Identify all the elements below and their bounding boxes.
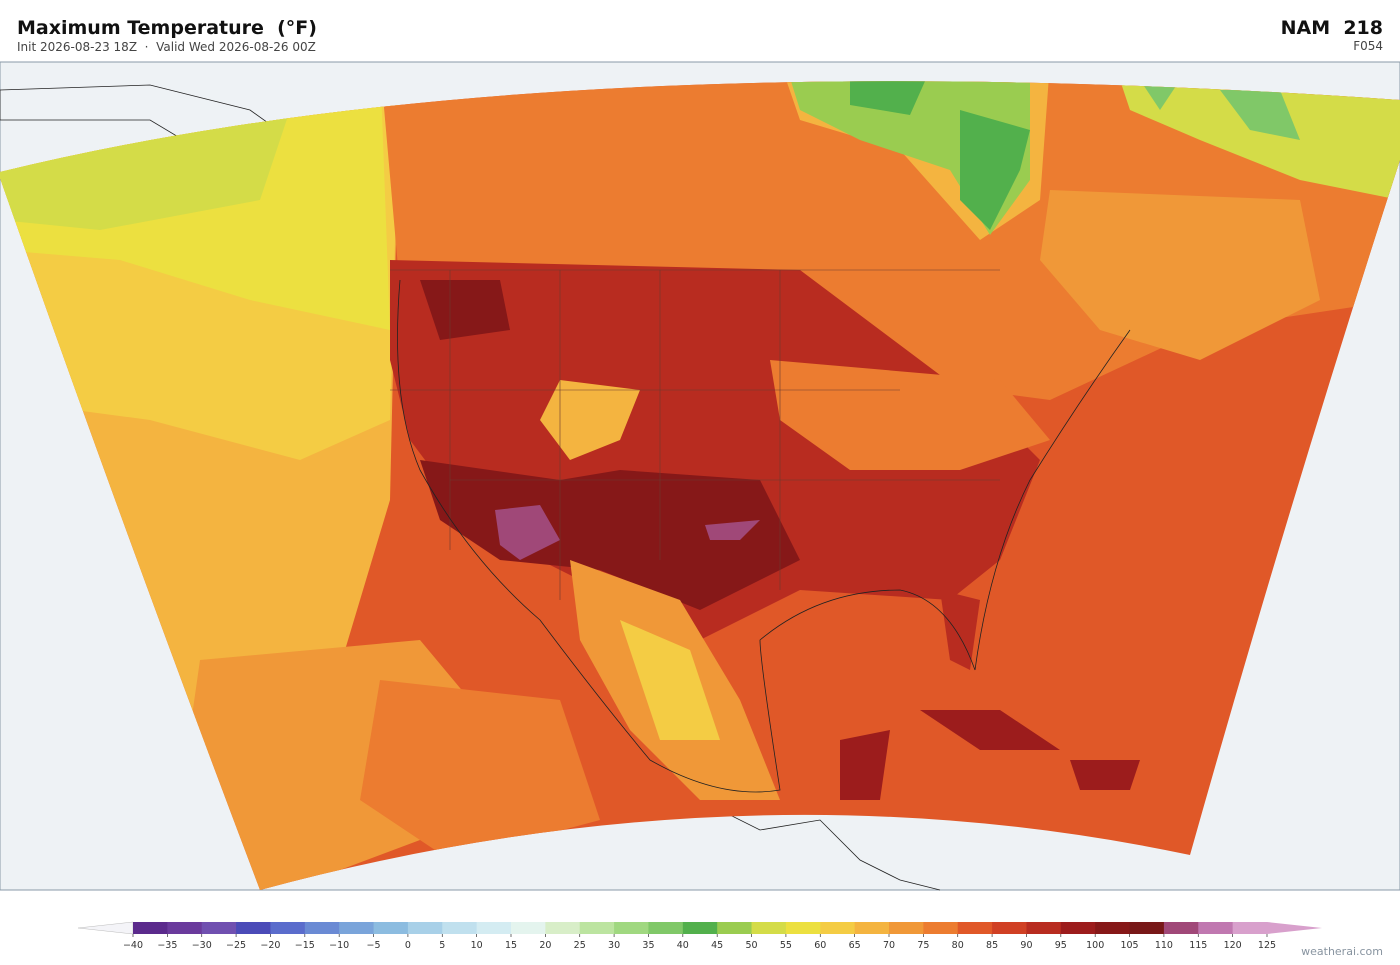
colorbar-segment bbox=[820, 922, 856, 934]
colorbar-tick-label: −20 bbox=[260, 940, 280, 951]
colorbar-tick-label: 25 bbox=[574, 940, 586, 951]
colorbar-tick-label: 105 bbox=[1120, 940, 1138, 951]
colorbar-tick-label: 35 bbox=[642, 940, 654, 951]
colorbar-segment bbox=[614, 922, 649, 934]
colorbar-segment bbox=[1060, 922, 1096, 934]
colorbar-tick-label: 40 bbox=[677, 940, 689, 951]
colorbar-segment bbox=[1232, 922, 1268, 934]
state-borders bbox=[390, 269, 1000, 600]
forecast-hour: F054 bbox=[1353, 39, 1383, 53]
colorbar-segment bbox=[407, 922, 443, 934]
colorbar-tick-label: 60 bbox=[814, 940, 826, 951]
colorbar-tick-label: 50 bbox=[745, 940, 757, 951]
colorbar-tick-label: 110 bbox=[1155, 940, 1173, 951]
colorbar-segment bbox=[236, 922, 271, 934]
colorbar-segment bbox=[1198, 922, 1234, 934]
colorbar-tick-label: 20 bbox=[539, 940, 551, 951]
colorbar-segment bbox=[648, 922, 684, 934]
colorbar-segment bbox=[751, 922, 787, 934]
colorbar-tick-label: −30 bbox=[192, 940, 212, 951]
colorbar-segment bbox=[682, 922, 718, 934]
colorbar-segment bbox=[785, 922, 821, 934]
colorbar-tick-label: 75 bbox=[917, 940, 929, 951]
subtitle: Init 2026-08-23 18Z · Valid Wed 2026-08-… bbox=[17, 40, 316, 54]
colorbar-tick-label: 15 bbox=[505, 940, 517, 951]
colorbar-segment bbox=[133, 922, 168, 934]
colorbar-segment bbox=[854, 922, 890, 934]
colorbar-segment bbox=[1163, 922, 1199, 934]
colorbar-tick-label: 70 bbox=[883, 940, 895, 951]
colorbar-segment bbox=[373, 922, 409, 934]
colorbar-segment bbox=[889, 922, 924, 934]
colorbar-tick-label: −25 bbox=[226, 940, 246, 951]
colorbar-tick-label: −5 bbox=[367, 940, 381, 951]
model-name: NAM 218 bbox=[1281, 17, 1383, 39]
colorbar-segment bbox=[923, 922, 959, 934]
colorbar-tick-label: 0 bbox=[405, 940, 411, 951]
colorbar-segment bbox=[201, 922, 237, 934]
colorbar-segment bbox=[992, 922, 1027, 934]
colorbar-tick-label: 85 bbox=[986, 940, 998, 951]
colorbar-segment bbox=[167, 922, 203, 934]
colorbar-tick-label: −10 bbox=[329, 940, 349, 951]
colorbar: −40 −35 −30 −25 −20 −15 −10 −5 0 5 10 15 20 25 30 35 40 4… bbox=[77, 921, 1322, 951]
coastline bbox=[699, 799, 941, 891]
colorbar-segment bbox=[579, 922, 615, 934]
colorbar-segment bbox=[511, 922, 546, 934]
colorbar-tick-label: 100 bbox=[1086, 940, 1104, 951]
colorbar-segment bbox=[545, 922, 581, 934]
credit: weatherai.com bbox=[1301, 945, 1383, 958]
title: Maximum Temperature (°F) bbox=[17, 17, 317, 39]
colorbar-tick-label: 65 bbox=[849, 940, 861, 951]
colorbar-tick-label: 45 bbox=[711, 940, 723, 951]
colorbar-tick-label: 95 bbox=[1055, 940, 1067, 951]
colorbar-under bbox=[77, 921, 134, 935]
colorbar-tick-label: 55 bbox=[780, 940, 792, 951]
colorbar-tick-label: 115 bbox=[1189, 940, 1207, 951]
colorbar-segment bbox=[339, 922, 375, 934]
colorbar-segment bbox=[717, 922, 753, 934]
map bbox=[0, 61, 1400, 891]
coastline bbox=[397, 279, 1131, 793]
colorbar-segment bbox=[957, 922, 993, 934]
colorbar-tick-label: 90 bbox=[1020, 940, 1032, 951]
colorbar-segment bbox=[442, 922, 478, 934]
colorbar-tick-label: 125 bbox=[1258, 940, 1276, 951]
colorbar-tick-label: −40 bbox=[123, 940, 143, 951]
colorbar-segment bbox=[476, 922, 512, 934]
colorbar-tick-label: −15 bbox=[295, 940, 315, 951]
colorbar-segment bbox=[270, 922, 306, 934]
colorbar-tick-label: −35 bbox=[157, 940, 177, 951]
colorbar-tick-label: 80 bbox=[952, 940, 964, 951]
colorbar-segment bbox=[1095, 922, 1131, 934]
colorbar-tick-label: 120 bbox=[1224, 940, 1242, 951]
colorbar-segment bbox=[1129, 922, 1165, 934]
colorbar-segment bbox=[304, 922, 340, 934]
colorbar-tick-label: 10 bbox=[471, 940, 483, 951]
colorbar-tick-label: 5 bbox=[439, 940, 445, 951]
colorbar-over bbox=[1267, 922, 1322, 934]
colorbar-tick-label: 30 bbox=[608, 940, 620, 951]
colorbar-segment bbox=[1026, 922, 1062, 934]
